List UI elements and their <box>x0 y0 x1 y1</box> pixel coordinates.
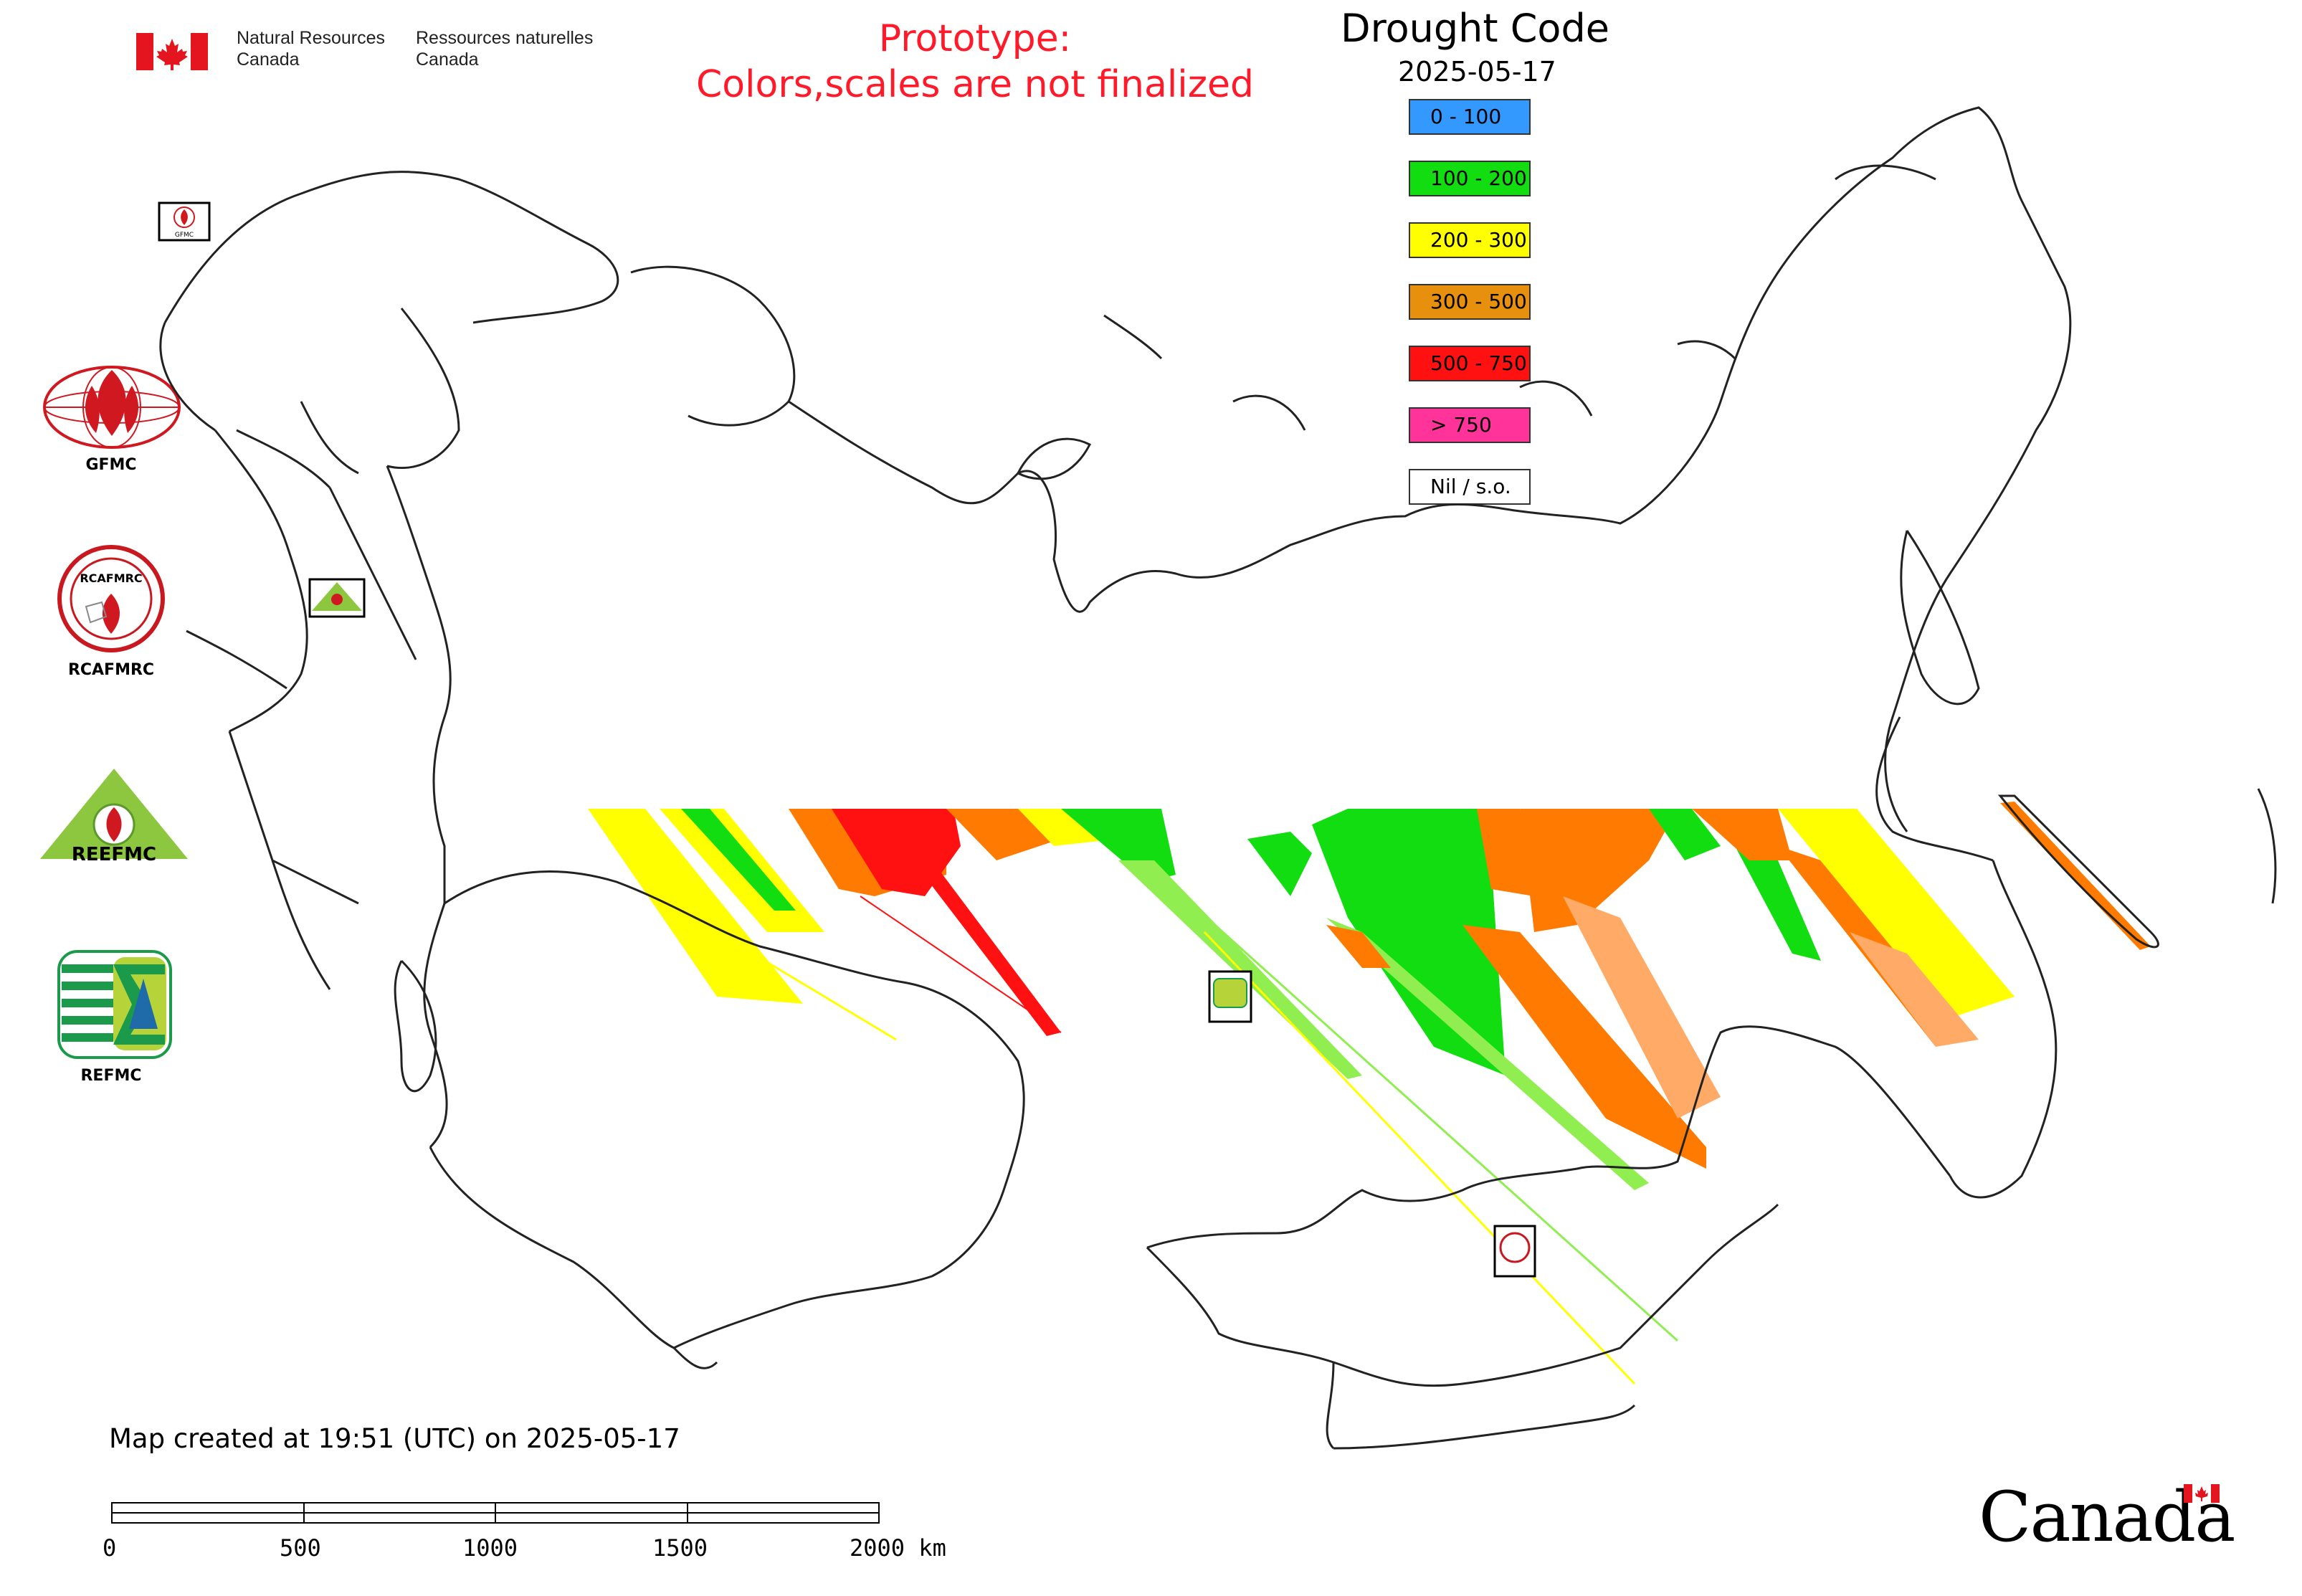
rcafmrc-logo-icon: RCAFMRC <box>57 545 165 652</box>
reefmc-logo-icon: REEFMC <box>40 769 188 865</box>
refmc-logo-icon <box>57 950 172 1059</box>
department-fr-line2: Canada <box>416 49 479 70</box>
legend-item-0-100: 0 - 100 <box>1409 99 1531 135</box>
legend-item-300-500: 300 - 500 <box>1409 284 1531 320</box>
legend-date: 2025-05-17 <box>1398 56 1556 87</box>
legend-item-500-750: 500 - 750 <box>1409 346 1531 381</box>
prototype-notice: Prototype: Colors,scales are not finaliz… <box>645 16 1305 108</box>
department-en-line1: Natural Resources <box>237 28 386 48</box>
reefmc-logo-text: REEFMC <box>72 844 156 865</box>
refmc-label: REFMC <box>80 1067 142 1085</box>
scale-label-0: 0 <box>103 1534 117 1562</box>
scale-bar <box>111 1502 880 1524</box>
department-en-line2: Canada <box>237 49 300 70</box>
gov-signature: Natural Resources Canada Ressources natu… <box>136 27 595 77</box>
legend-item-200-300: 200 - 300 <box>1409 222 1531 258</box>
legend-item-nil: Nil / s.o. <box>1409 469 1531 505</box>
org-logos: GFMC RCAFMRC RCAFMRC REEFMC REFMC <box>36 351 194 1104</box>
scale-label-1000: 1000 <box>462 1534 518 1562</box>
gfmc-inset-text: GFMC <box>175 232 194 239</box>
legend-title: Drought Code <box>1341 6 1609 51</box>
canada-wordmark: Canada <box>1979 1477 2251 1570</box>
wordmark-flag-icon <box>2184 1484 2220 1503</box>
map-created-text: Map created at 19:51 (UTC) on 2025-05-17 <box>109 1423 680 1454</box>
prototype-line2: Colors,scales are not finalized <box>695 63 1255 106</box>
gfmc-label: GFMC <box>85 456 137 474</box>
canada-flag-icon <box>136 33 208 70</box>
country-boundaries <box>159 106 2277 1450</box>
legend-item-over-750: > 750 <box>1409 407 1531 443</box>
scale-label-1500: 1500 <box>652 1534 708 1562</box>
scale-label-500: 500 <box>280 1534 321 1562</box>
gfmc-logo-icon <box>43 366 181 449</box>
canada-wordmark-text: Canada <box>1979 1477 2235 1557</box>
drought-data-layer <box>588 802 2151 1385</box>
prototype-line1: Prototype: <box>878 17 1072 60</box>
rcafmrc-label: RCAFMRC <box>67 661 155 679</box>
scale-label-2000km: 2000 km <box>850 1534 946 1562</box>
legend: Drought Code 2025-05-17 0 - 100 100 - 20… <box>1319 0 1635 516</box>
department-fr-line1: Ressources naturelles <box>416 28 594 48</box>
legend-item-100-200: 100 - 200 <box>1409 161 1531 196</box>
map-inset-logos: GFMC <box>158 201 1536 1278</box>
rcafmrc-logo-text: RCAFMRC <box>80 571 142 585</box>
